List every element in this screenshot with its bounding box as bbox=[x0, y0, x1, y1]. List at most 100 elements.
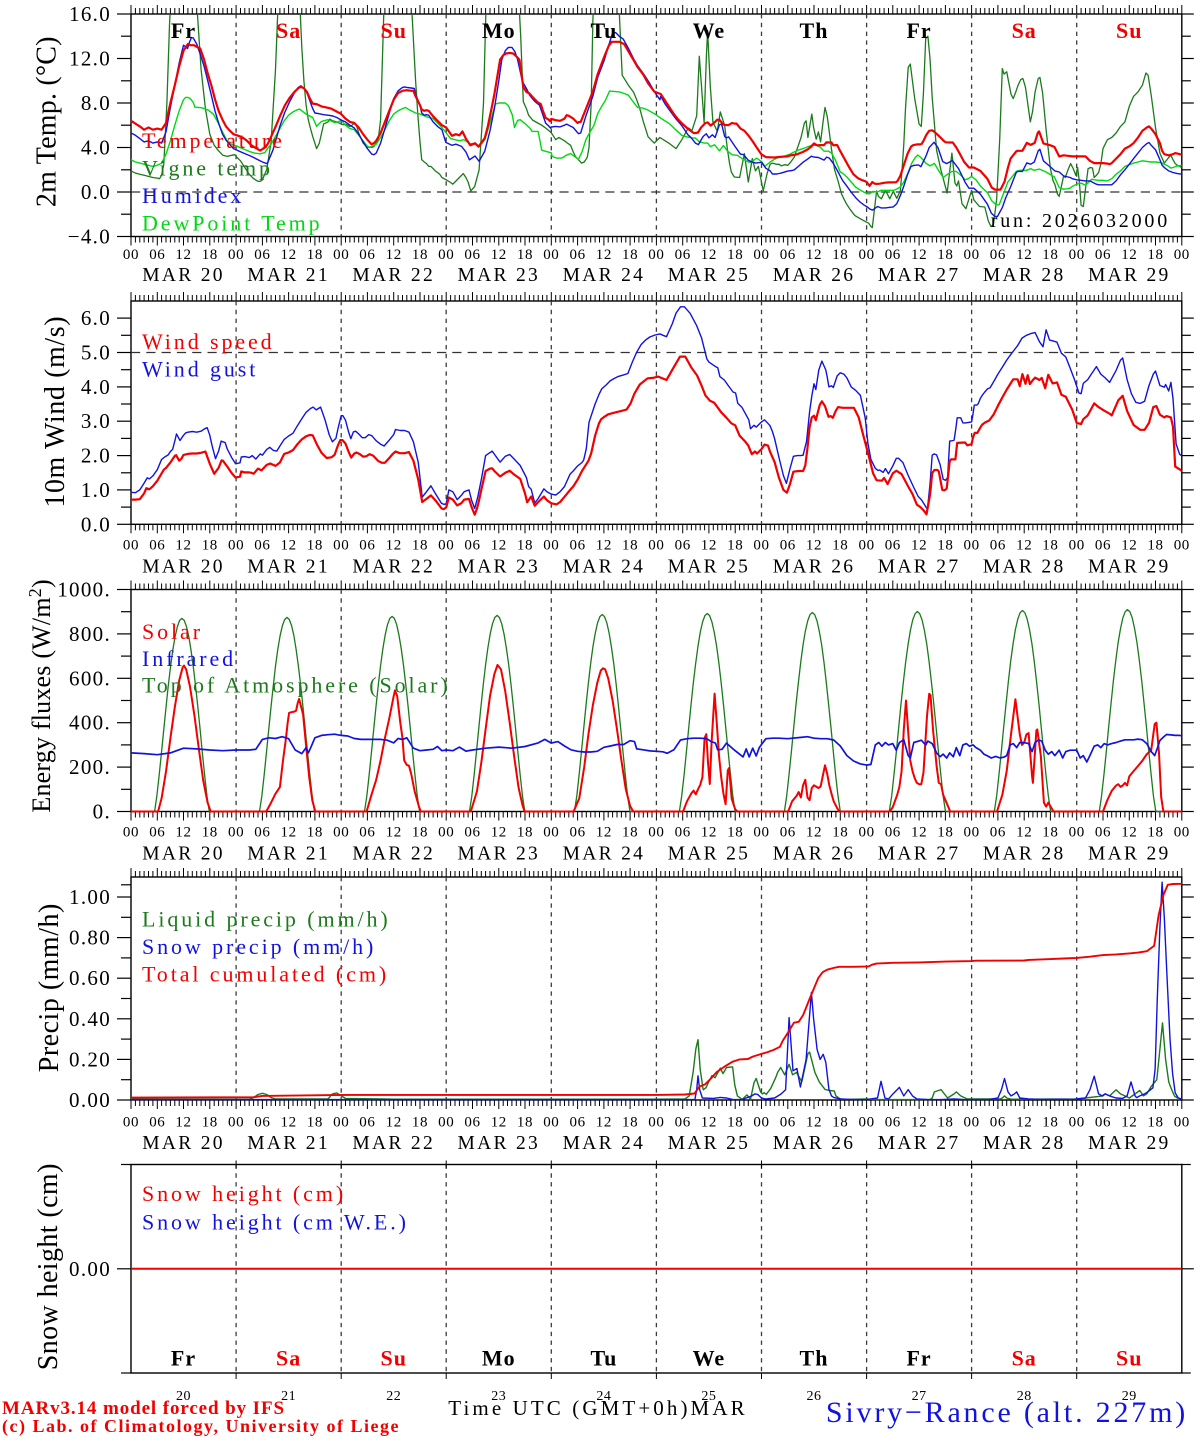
svg-text:MAR 23: MAR 23 bbox=[457, 557, 540, 578]
svg-text:10m Wind (m/s): 10m Wind (m/s) bbox=[40, 316, 71, 508]
svg-text:00: 00 bbox=[228, 538, 244, 554]
svg-text:06: 06 bbox=[675, 825, 691, 841]
svg-text:00: 00 bbox=[1069, 1115, 1085, 1131]
svg-text:00: 00 bbox=[438, 825, 454, 841]
svg-text:18: 18 bbox=[1042, 1115, 1058, 1131]
svg-text:Su: Su bbox=[1116, 18, 1142, 43]
svg-text:0.00: 0.00 bbox=[69, 1257, 111, 1281]
svg-text:12: 12 bbox=[596, 825, 612, 841]
svg-text:MARv3.14 model forced by IFS: MARv3.14 model forced by IFS bbox=[2, 1398, 285, 1419]
svg-text:12: 12 bbox=[1016, 538, 1032, 554]
svg-text:12: 12 bbox=[386, 247, 402, 263]
svg-text:0.20: 0.20 bbox=[69, 1047, 111, 1071]
svg-text:12: 12 bbox=[911, 1115, 927, 1131]
svg-text:18: 18 bbox=[727, 1115, 743, 1131]
svg-text:00: 00 bbox=[333, 1115, 349, 1131]
svg-text:06: 06 bbox=[1095, 247, 1111, 263]
svg-text:DewPoint Temp: DewPoint Temp bbox=[142, 211, 323, 236]
svg-text:0.80: 0.80 bbox=[69, 926, 111, 950]
svg-text:18: 18 bbox=[307, 247, 323, 263]
svg-text:18: 18 bbox=[622, 247, 638, 263]
svg-text:12: 12 bbox=[1121, 538, 1137, 554]
svg-text:We: We bbox=[693, 18, 726, 43]
svg-text:18: 18 bbox=[307, 825, 323, 841]
svg-text:Precip (mm/h): Precip (mm/h) bbox=[34, 903, 65, 1072]
svg-text:Total cumulated (cm): Total cumulated (cm) bbox=[142, 962, 389, 987]
svg-text:18: 18 bbox=[1042, 538, 1058, 554]
svg-text:Su: Su bbox=[1116, 1346, 1142, 1371]
svg-text:Sa: Sa bbox=[1012, 1346, 1037, 1371]
svg-text:18: 18 bbox=[517, 538, 533, 554]
svg-text:06: 06 bbox=[254, 538, 270, 554]
svg-text:00: 00 bbox=[648, 1115, 664, 1131]
svg-text:12: 12 bbox=[491, 247, 507, 263]
svg-text:MAR 29: MAR 29 bbox=[1088, 265, 1171, 286]
svg-text:06: 06 bbox=[885, 825, 901, 841]
svg-text:00: 00 bbox=[1174, 1115, 1190, 1131]
svg-text:00: 00 bbox=[438, 538, 454, 554]
svg-text:12: 12 bbox=[911, 247, 927, 263]
svg-text:1000.: 1000. bbox=[57, 578, 111, 602]
svg-text:MAR 28: MAR 28 bbox=[983, 844, 1066, 865]
svg-text:00: 00 bbox=[753, 1115, 769, 1131]
svg-text:run: 2026032000: run: 2026032000 bbox=[991, 210, 1170, 232]
svg-text:Fr: Fr bbox=[906, 18, 931, 43]
svg-text:18: 18 bbox=[937, 1115, 953, 1131]
svg-text:8.0: 8.0 bbox=[81, 91, 111, 115]
svg-text:06: 06 bbox=[149, 1115, 165, 1131]
svg-text:06: 06 bbox=[885, 538, 901, 554]
svg-text:18: 18 bbox=[727, 247, 743, 263]
svg-text:MAR 20: MAR 20 bbox=[142, 844, 225, 865]
svg-text:06: 06 bbox=[990, 247, 1006, 263]
svg-text:06: 06 bbox=[780, 1115, 796, 1131]
svg-text:MAR 28: MAR 28 bbox=[983, 557, 1066, 578]
svg-text:Su: Su bbox=[380, 1346, 406, 1371]
svg-text:12: 12 bbox=[175, 825, 191, 841]
svg-text:Snow height (cm): Snow height (cm) bbox=[33, 1163, 64, 1370]
svg-text:12: 12 bbox=[491, 538, 507, 554]
svg-text:12: 12 bbox=[1016, 1115, 1032, 1131]
svg-text:00: 00 bbox=[1174, 247, 1190, 263]
svg-text:MAR 27: MAR 27 bbox=[878, 844, 961, 865]
svg-text:18: 18 bbox=[412, 825, 428, 841]
svg-text:00: 00 bbox=[123, 1115, 139, 1131]
svg-text:MAR 29: MAR 29 bbox=[1088, 557, 1171, 578]
svg-text:Energy fluxes (W/m2): Energy fluxes (W/m2) bbox=[25, 579, 56, 812]
svg-text:06: 06 bbox=[780, 538, 796, 554]
svg-text:18: 18 bbox=[622, 1115, 638, 1131]
svg-text:18: 18 bbox=[937, 247, 953, 263]
svg-text:4.0: 4.0 bbox=[81, 136, 111, 160]
svg-text:12: 12 bbox=[596, 538, 612, 554]
svg-text:12: 12 bbox=[175, 538, 191, 554]
svg-text:06: 06 bbox=[569, 825, 585, 841]
svg-text:12: 12 bbox=[1121, 825, 1137, 841]
svg-text:06: 06 bbox=[464, 825, 480, 841]
svg-text:MAR 27: MAR 27 bbox=[878, 265, 961, 286]
svg-text:6.0: 6.0 bbox=[81, 306, 111, 330]
svg-text:00: 00 bbox=[123, 538, 139, 554]
svg-text:Sivry−Rance (alt. 227m): Sivry−Rance (alt. 227m) bbox=[826, 1396, 1188, 1429]
svg-text:12: 12 bbox=[175, 247, 191, 263]
svg-text:MAR 23: MAR 23 bbox=[457, 1133, 540, 1154]
svg-text:4.0: 4.0 bbox=[81, 375, 111, 399]
svg-text:Fr: Fr bbox=[906, 1346, 931, 1371]
svg-text:06: 06 bbox=[990, 538, 1006, 554]
svg-text:MAR 24: MAR 24 bbox=[563, 265, 646, 286]
svg-text:12: 12 bbox=[806, 1115, 822, 1131]
svg-text:18: 18 bbox=[727, 538, 743, 554]
svg-text:00: 00 bbox=[858, 538, 874, 554]
svg-text:MAR 25: MAR 25 bbox=[668, 1133, 751, 1154]
svg-text:00: 00 bbox=[228, 247, 244, 263]
svg-text:12: 12 bbox=[1121, 1115, 1137, 1131]
svg-text:MAR 27: MAR 27 bbox=[878, 1133, 961, 1154]
svg-text:12: 12 bbox=[1016, 825, 1032, 841]
svg-text:−4.0: −4.0 bbox=[68, 225, 111, 249]
svg-text:27: 27 bbox=[912, 1389, 927, 1404]
svg-text:00: 00 bbox=[333, 247, 349, 263]
svg-text:00: 00 bbox=[1069, 538, 1085, 554]
svg-text:06: 06 bbox=[359, 247, 375, 263]
svg-text:18: 18 bbox=[832, 247, 848, 263]
svg-text:12: 12 bbox=[491, 825, 507, 841]
svg-text:18: 18 bbox=[1042, 825, 1058, 841]
svg-text:18: 18 bbox=[202, 825, 218, 841]
